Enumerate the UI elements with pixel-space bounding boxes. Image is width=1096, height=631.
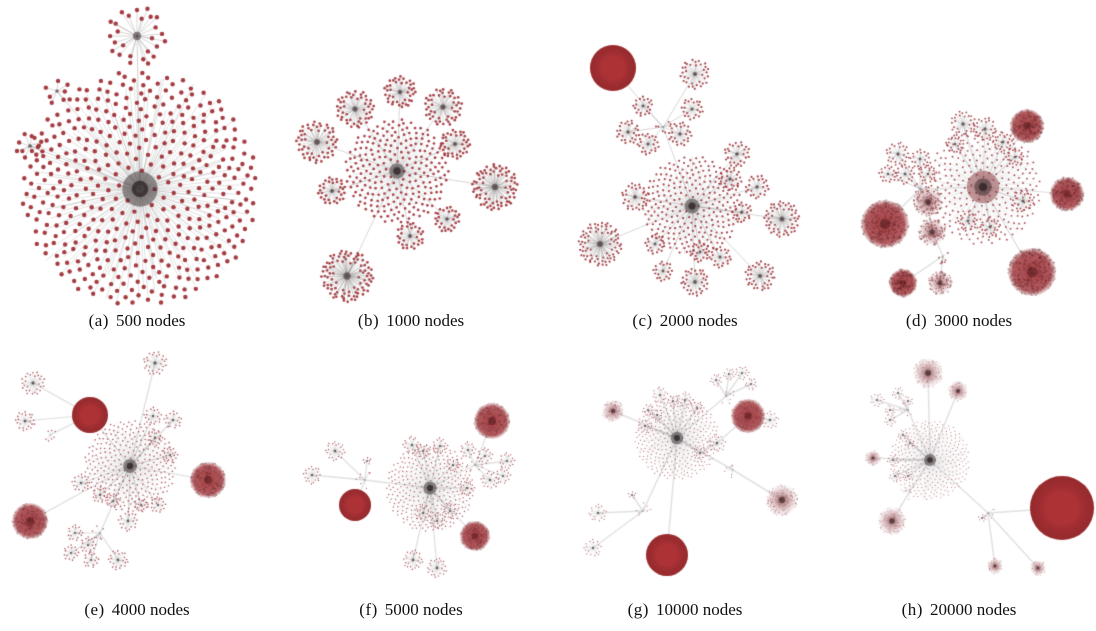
network-graph-g — [548, 348, 822, 595]
subfigure-text-f: 5000 nodes — [384, 600, 463, 619]
network-graph-h — [822, 348, 1096, 595]
subfigure-f: (f) 5000 nodes — [274, 348, 548, 625]
subfigure-text-c: 2000 nodes — [659, 311, 738, 330]
subfigure-label-c: (c) — [632, 311, 653, 330]
subfigure-caption-c: (c) 2000 nodes — [632, 306, 737, 336]
subfigure-label-h: (h) — [901, 600, 923, 619]
network-graph-d — [822, 4, 1096, 306]
subfigure-text-d: 3000 nodes — [934, 311, 1013, 330]
subfigure-label-e: (e) — [84, 600, 105, 619]
subfigure-c: (c) 2000 nodes — [548, 4, 822, 336]
subfigure-text-b: 1000 nodes — [386, 311, 465, 330]
subfigure-a: (a) 500 nodes — [0, 4, 274, 336]
subfigure-label-b: (b) — [357, 311, 380, 330]
network-graph-e — [0, 348, 274, 595]
subfigure-d: (d) 3000 nodes — [822, 4, 1096, 336]
subfigure-text-g: 10000 nodes — [655, 600, 743, 619]
subfigure-text-e: 4000 nodes — [111, 600, 190, 619]
subfigure-caption-a: (a) 500 nodes — [89, 306, 186, 336]
subfigure-text-h: 20000 nodes — [929, 600, 1017, 619]
subfigure-h: (h) 20000 nodes — [822, 348, 1096, 625]
subfigure-label-f: (f) — [359, 600, 378, 619]
subfigure-text-a: 500 nodes — [115, 311, 186, 330]
subfigure-b: (b) 1000 nodes — [274, 4, 548, 336]
subfigure-label-d: (d) — [905, 311, 928, 330]
subfigure-caption-b: (b) 1000 nodes — [358, 306, 464, 336]
subfigure-e: (e) 4000 nodes — [0, 348, 274, 625]
figure-row-top: (a) 500 nodes (b) 1000 nodes (c) 2000 no… — [0, 4, 1096, 336]
network-graph-c — [548, 4, 822, 306]
subfigure-g: (g) 10000 nodes — [548, 348, 822, 625]
subfigure-label-a: (a) — [88, 311, 109, 330]
network-graph-a — [0, 4, 274, 306]
subfigure-caption-g: (g) 10000 nodes — [628, 595, 743, 625]
subfigure-label-g: (g) — [627, 600, 649, 619]
figure-row-bottom: (e) 4000 nodes (f) 5000 nodes (g) 10000 … — [0, 348, 1096, 625]
network-graph-f — [274, 348, 548, 595]
subfigure-caption-h: (h) 20000 nodes — [902, 595, 1017, 625]
subfigure-caption-d: (d) 3000 nodes — [906, 306, 1012, 336]
subfigure-caption-f: (f) 5000 nodes — [359, 595, 462, 625]
subfigure-caption-e: (e) 4000 nodes — [84, 595, 189, 625]
network-graph-b — [274, 4, 548, 306]
